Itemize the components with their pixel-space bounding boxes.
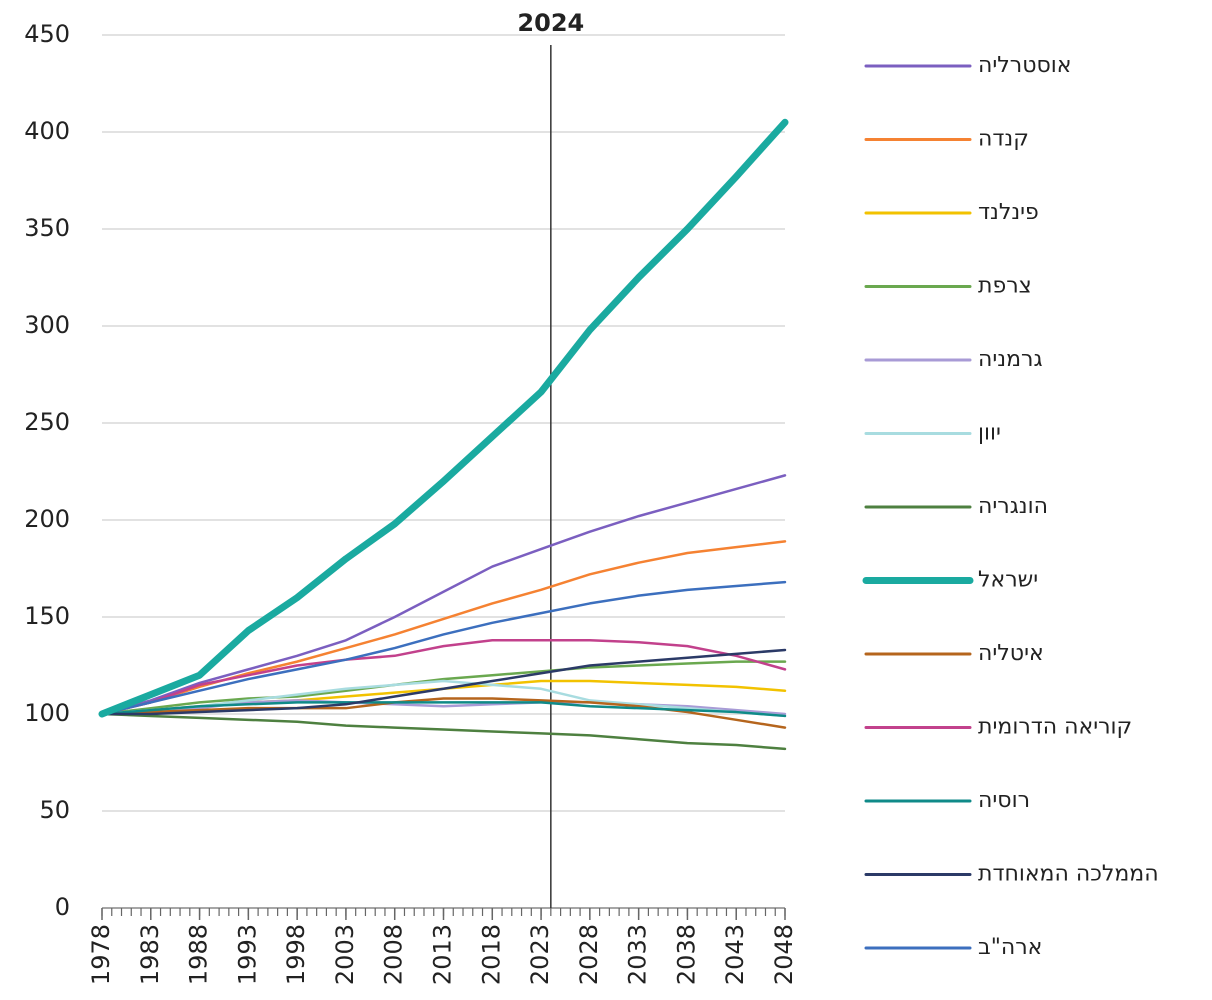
x-tick-label: 2043	[721, 924, 749, 985]
y-tick-label: 100	[24, 699, 70, 727]
x-tick-label: 2023	[526, 924, 554, 985]
series-line	[100, 701, 787, 718]
legend-label: הונגריה	[978, 494, 1048, 519]
series-line	[100, 712, 787, 751]
series-line	[100, 639, 787, 716]
series-line	[100, 580, 787, 716]
legend-label: קנדה	[978, 127, 1029, 152]
x-tick-label: 1978	[87, 924, 115, 985]
legend-label: הממלכה המאוחדת	[978, 862, 1159, 887]
x-tick-label: 2038	[672, 924, 700, 985]
legend-label: פינלנד	[978, 200, 1039, 225]
y-tick-label: 0	[55, 893, 70, 921]
marker-label: 2024	[517, 9, 584, 37]
legend-label: קוריאה הדרומית	[978, 715, 1132, 740]
x-tick-label: 2048	[770, 924, 798, 985]
legend-label: צרפת	[978, 274, 1032, 299]
y-tick-label: 350	[24, 214, 70, 242]
legend-label: אוסטרליה	[978, 53, 1071, 78]
x-tick-label: 1998	[282, 924, 310, 985]
y-tick-label: 200	[24, 505, 70, 533]
y-tick-label: 400	[24, 117, 70, 145]
series-line	[98, 118, 789, 718]
x-tick-label: 2033	[624, 924, 652, 985]
legend-label: יוון	[978, 421, 1001, 446]
series-line	[100, 474, 787, 716]
legend-label: ישראל	[978, 568, 1038, 593]
series-line	[100, 648, 787, 716]
y-tick-label: 300	[24, 311, 70, 339]
y-tick-label: 150	[24, 602, 70, 630]
y-tick-label: 50	[39, 796, 70, 824]
x-tick-label: 2018	[477, 924, 505, 985]
legend-label: גרמניה	[978, 347, 1043, 372]
x-tick-label: 2013	[429, 924, 457, 985]
x-tick-label: 1988	[185, 924, 213, 985]
legend-label: ארה"ב	[978, 935, 1042, 960]
y-tick-label: 250	[24, 408, 70, 436]
y-tick-label: 450	[24, 20, 70, 48]
x-tick-label: 1983	[136, 924, 164, 985]
x-tick-label: 1993	[233, 924, 261, 985]
x-tick-label: 2003	[331, 924, 359, 985]
series-line	[100, 679, 787, 718]
legend-label: איטליה	[978, 641, 1044, 666]
x-tick-label: 2028	[575, 924, 603, 985]
x-tick-label: 2008	[380, 924, 408, 985]
legend-label: רוסיה	[978, 788, 1030, 813]
series-line	[100, 660, 787, 716]
